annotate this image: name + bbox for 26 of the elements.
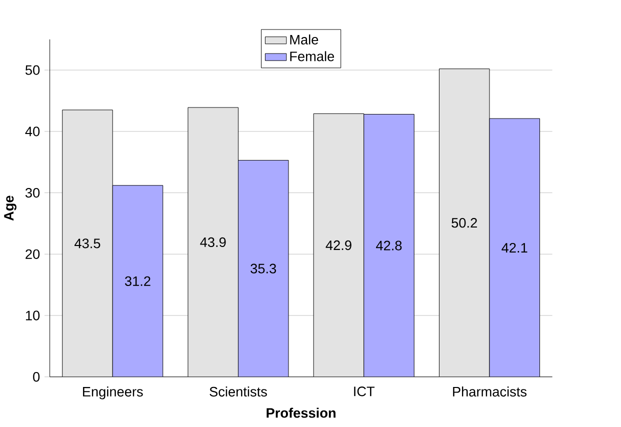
x-tick-label: ICT xyxy=(354,386,375,396)
bar xyxy=(62,110,113,377)
y-tick-label: 10 xyxy=(26,310,40,320)
data-label: 31.2 xyxy=(124,276,150,286)
data-label: 50.2 xyxy=(452,218,477,228)
data-label: 42.8 xyxy=(376,240,402,250)
x-tick-label: Scientists xyxy=(210,386,267,397)
data-label: 42.9 xyxy=(326,240,352,250)
x-axis-title: Profession xyxy=(266,408,336,418)
data-label: 43.5 xyxy=(74,238,100,248)
bar xyxy=(314,114,364,377)
bar xyxy=(438,68,490,377)
x-tick-label: Pharmacists xyxy=(453,386,527,397)
y-tick-label: 20 xyxy=(26,249,40,259)
y-tick-label: 40 xyxy=(25,126,40,136)
x-tick-label: Engineers xyxy=(83,386,143,400)
bar xyxy=(188,107,238,377)
data-label: 43.9 xyxy=(200,237,226,247)
data-label: 42.1 xyxy=(502,242,528,252)
y-tick-label: 30 xyxy=(25,188,40,198)
legend-label: Male xyxy=(290,34,318,44)
y-axis-title: Age xyxy=(4,196,16,221)
legend-label: Female xyxy=(290,51,334,62)
data-label: 35.3 xyxy=(250,264,276,274)
y-tick-label: 50 xyxy=(25,65,40,75)
y-tick-label: 0 xyxy=(33,372,40,382)
